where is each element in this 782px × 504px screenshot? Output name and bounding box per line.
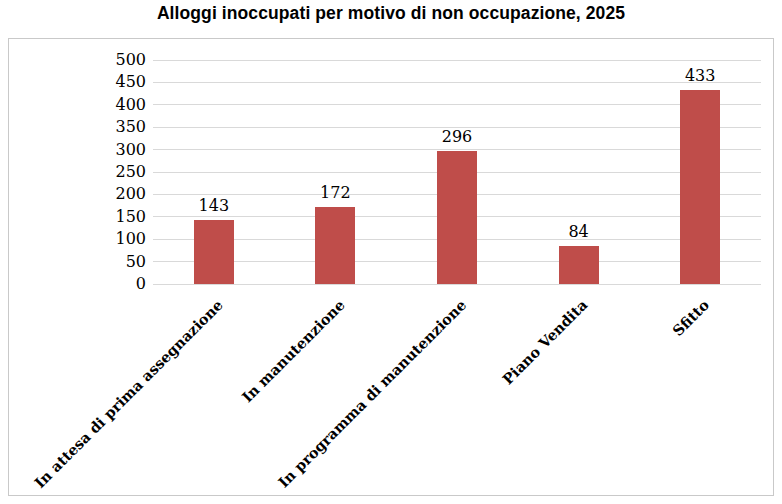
y-tick-label: 50 — [9, 252, 146, 272]
chart-frame: 050 100150 200250300 350400 450500 143 In atte… — [8, 38, 774, 496]
bar-value-label: 433 — [655, 66, 745, 86]
bar — [559, 246, 599, 284]
y-tick-label: 350 — [9, 117, 146, 137]
chart-title: Alloggi inoccupati per motivo di non occ… — [0, 3, 782, 24]
bar-value-label: 84 — [534, 222, 624, 242]
chart-canvas: Alloggi inoccupati per motivo di non occ… — [0, 0, 782, 504]
bar — [194, 220, 234, 284]
y-tick-label: 100 — [9, 229, 146, 249]
bar-value-label: 172 — [290, 183, 380, 203]
bar — [437, 151, 477, 284]
y-tick-label: 400 — [9, 95, 146, 115]
x-axis-label: Piano Vendita — [499, 296, 591, 388]
gridline — [153, 104, 761, 105]
gridline — [153, 60, 761, 61]
y-tick-label: 0 — [9, 274, 146, 294]
x-axis-label: In programma di manutenzione — [274, 296, 469, 491]
x-axis-label: In attesa di prima assegnazione — [31, 296, 226, 491]
y-tick-label: 150 — [9, 207, 146, 227]
x-axis-label: Sfitto — [669, 296, 712, 339]
y-tick-label: 250 — [9, 162, 146, 182]
bar — [680, 90, 720, 284]
x-axis-label: In manutenzione — [238, 296, 347, 405]
y-tick-label: 200 — [9, 184, 146, 204]
bar-value-label: 296 — [412, 127, 502, 147]
y-tick-label: 500 — [9, 50, 146, 70]
bar-value-label: 143 — [169, 196, 259, 216]
y-tick-label: 450 — [9, 72, 146, 92]
bar — [315, 207, 355, 284]
y-tick-label: 300 — [9, 140, 146, 160]
gridline — [153, 149, 761, 150]
